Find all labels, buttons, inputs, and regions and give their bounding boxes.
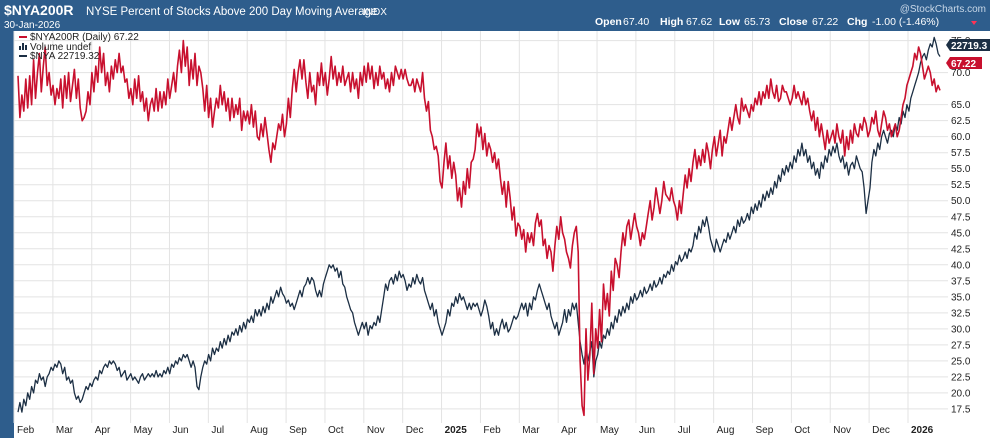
plot-background — [14, 31, 948, 423]
y-tick-label: 27.5 — [951, 340, 971, 351]
volume-bar-1 — [19, 46, 21, 50]
legend-volume: Volume undef — [30, 42, 91, 53]
x-tick-label: 2026 — [911, 425, 934, 436]
primary-last-badge: 67.22 — [946, 57, 982, 70]
series-line-nya — [17, 36, 941, 413]
chart-date: 30-Jan-2026 — [4, 20, 61, 31]
y-tick-label: 32.5 — [951, 308, 971, 319]
y-tick-label: 20.0 — [951, 388, 971, 399]
x-tick-label: Oct — [794, 425, 810, 436]
bottom-axis-band — [14, 423, 990, 438]
x-tick-label: Nov — [367, 425, 385, 436]
y-tick-label: 35.0 — [951, 292, 971, 303]
y-tick-label: 65.0 — [951, 100, 971, 111]
volume-bar-3 — [25, 45, 27, 50]
x-tick-label: Feb — [483, 425, 501, 436]
x-tick-label: Dec — [406, 425, 424, 436]
secondary-badge-text: 22719.3 — [951, 41, 988, 52]
y-tick-label: 52.5 — [951, 180, 971, 191]
x-tick-label: Sep — [756, 425, 774, 436]
y-tick-label: 37.5 — [951, 276, 971, 287]
watermark: @StockCharts.com — [900, 4, 986, 15]
secondary-badge-shape — [946, 39, 990, 51]
y-tick-label: 55.0 — [951, 164, 971, 175]
primary-badge-shape — [946, 57, 982, 69]
x-tick-label: Jul — [678, 425, 691, 436]
high-label: High — [660, 16, 683, 28]
y-tick-label: 42.5 — [951, 244, 971, 255]
y-tick-label: 47.5 — [951, 212, 971, 223]
x-tick-label: Mar — [522, 425, 540, 436]
y-tick-label: 25.0 — [951, 356, 971, 367]
x-tick-label: Aug — [717, 425, 735, 436]
open-label: Open — [595, 16, 622, 28]
volume-bar-2 — [22, 43, 24, 50]
y-tick-label: 57.5 — [951, 148, 971, 159]
right-axis-band — [948, 31, 990, 423]
low-value: 65.73 — [744, 16, 770, 28]
x-tick-label: Mar — [56, 425, 74, 436]
x-tick-label: Jul — [211, 425, 224, 436]
low-label: Low — [719, 16, 741, 28]
series-layer — [17, 36, 941, 417]
y-tick-label: 60.0 — [951, 132, 971, 143]
exchange-label: INDX — [363, 7, 387, 18]
x-tick-label: May — [600, 425, 619, 436]
y-tick-label: 70.0 — [951, 68, 971, 79]
x-tick-label: Aug — [250, 425, 268, 436]
y-tick-label: 17.5 — [951, 404, 971, 415]
legend: $NYA200R (Daily) 67.22 Volume undef $NYA… — [19, 32, 139, 62]
x-tick-label: Nov — [833, 425, 851, 436]
symbol-title: $NYA200R — [4, 2, 74, 18]
open-value: 67.40 — [623, 16, 649, 28]
high-value: 67.62 — [686, 16, 712, 28]
secondary-last-badge: 22719.3 — [946, 39, 990, 52]
grid — [13, 31, 948, 423]
close-label: Close — [779, 16, 808, 28]
x-tick-label: Dec — [872, 425, 890, 436]
x-tick-label: Apr — [561, 425, 577, 436]
x-tick-label: Oct — [328, 425, 344, 436]
y-tick-label: 50.0 — [951, 196, 971, 207]
x-tick-label: Jun — [172, 425, 188, 436]
chart-description: NYSE Percent of Stocks Above 200 Day Mov… — [86, 6, 377, 18]
x-tick-label: Apr — [95, 425, 111, 436]
primary-badge-text: 67.22 — [951, 59, 976, 70]
y-tick-label: 62.5 — [951, 116, 971, 127]
chg-label: Chg — [847, 16, 867, 28]
chg-value: -1.00 (-1.46%) — [872, 16, 939, 28]
x-tick-label: Sep — [289, 425, 307, 436]
legend-secondary: $NYA 22719.32 — [30, 51, 100, 62]
y-tick-label: 30.0 — [951, 324, 971, 335]
close-value: 67.22 — [812, 16, 838, 28]
x-axis: Feb Mar Apr May Jun Jul Aug Sep Oct Nov Dec 2025 Feb… — [17, 425, 934, 436]
y-tick-label: 22.5 — [951, 372, 971, 383]
y-tick-label: 40.0 — [951, 260, 971, 271]
volume-bars-icon — [19, 43, 27, 50]
series-line-nya200r — [17, 39, 941, 417]
x-tick-label: Feb — [17, 425, 35, 436]
down-arrow-icon — [971, 21, 977, 25]
y-tick-label: 45.0 — [951, 228, 971, 239]
x-tick-label: Jun — [639, 425, 655, 436]
y-axis: 17.5 20.0 22.5 25.0 27.5 30.0 32.5 35.0 37.5 40.0… — [951, 36, 971, 415]
ohlc-readout: Open 67.40 High 67.62 Low 65.73 Close 67… — [595, 16, 939, 28]
x-tick-label: 2025 — [445, 425, 468, 436]
x-tick-label: May — [134, 425, 153, 436]
legend-primary: $NYA200R (Daily) 67.22 — [30, 32, 139, 43]
